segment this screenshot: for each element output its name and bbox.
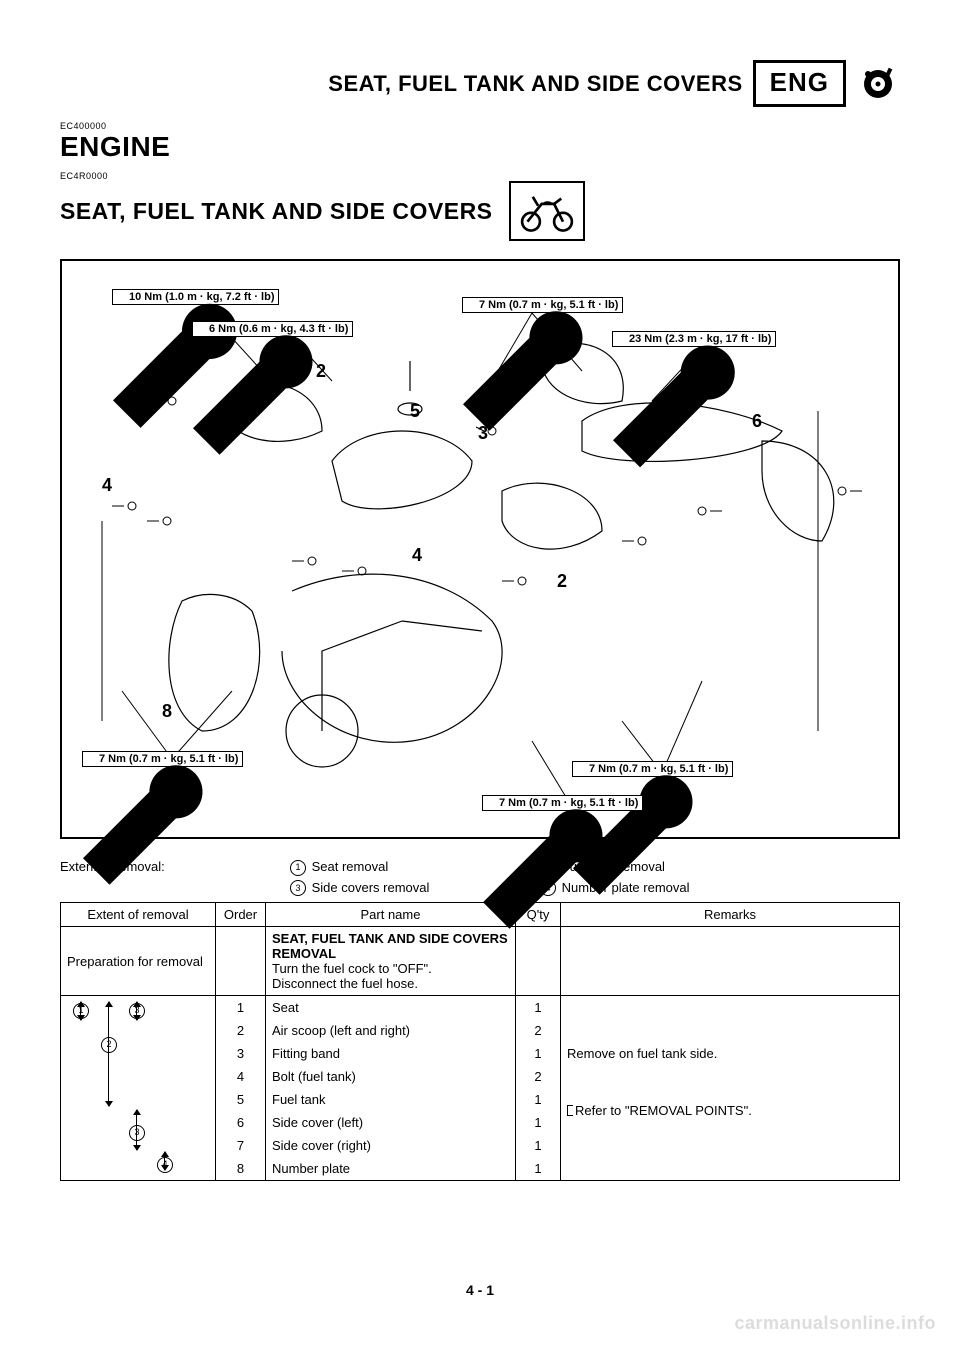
th-part: Part name — [266, 903, 516, 927]
callout: 3 — [478, 423, 488, 444]
eng-box: ENG — [753, 60, 846, 107]
title-section: SEAT, FUEL TANK AND SIDE COVERS — [60, 198, 493, 225]
callout: 6 — [752, 411, 762, 432]
cell-qty: 2 — [516, 1019, 561, 1042]
page: SEAT, FUEL TANK AND SIDE COVERS ENG EC40… — [0, 0, 960, 1358]
torque-label: 7 Nm (0.7 m · kg, 5.1 ft · lb) — [462, 297, 623, 313]
cell-qty: 1 — [516, 1134, 561, 1157]
callout: 2 — [557, 571, 567, 592]
cell-order: 8 — [216, 1157, 266, 1181]
subtitle-row: SEAT, FUEL TANK AND SIDE COVERS — [60, 181, 900, 241]
exploded-diagram: 10 Nm (1.0 m · kg, 7.2 ft · lb) 6 Nm (0.… — [60, 259, 900, 839]
code-section: EC4R0000 — [60, 171, 900, 181]
cell-part: Side cover (right) — [266, 1134, 516, 1157]
extent-arrow — [164, 1152, 165, 1170]
prep-title: SEAT, FUEL TANK AND SIDE COVERS REMOVAL — [272, 931, 508, 961]
callout: 4 — [102, 475, 112, 496]
motorcycle-icon — [509, 181, 585, 241]
torque-label: 23 Nm (2.3 m · kg, 17 ft · lb) — [612, 331, 776, 347]
cell-qty: 2 — [516, 1065, 561, 1088]
torque-label: 7 Nm (0.7 m · kg, 5.1 ft · lb) — [482, 795, 643, 811]
cell-order: 7 — [216, 1134, 266, 1157]
wrench-icon — [615, 333, 627, 345]
cell-qty: 1 — [516, 1042, 561, 1065]
extent-cell: 1 3 2 3 4 — [61, 996, 216, 1181]
cell-order: 2 — [216, 1019, 266, 1042]
torque-label: 7 Nm (0.7 m · kg, 5.1 ft · lb) — [572, 761, 733, 777]
cell-part: Air scoop (left and right) — [266, 1019, 516, 1042]
wrench-icon — [485, 797, 497, 809]
remark-text: Remove on fuel tank side. — [567, 1046, 893, 1061]
prep-label: Preparation for removal — [61, 927, 216, 996]
callout: 7 — [524, 351, 534, 372]
table-prep-row: Preparation for removal SEAT, FUEL TANK … — [61, 927, 900, 996]
table-body-row: 1 3 2 3 4 1 Seat 1 Remove on fuel tank — [61, 996, 900, 1020]
remarks-cell: Remove on fuel tank side. Refer to "REMO… — [561, 996, 900, 1181]
cell-order: 6 — [216, 1111, 266, 1134]
circled-number-icon: 1 — [290, 860, 306, 876]
wrench-icon — [115, 291, 127, 303]
callout: 1 — [662, 391, 672, 412]
wrench-icon — [195, 323, 207, 335]
page-number: 4 - 1 — [0, 1282, 960, 1298]
extent-text: Seat removal — [312, 859, 389, 874]
extent-arrow — [80, 1002, 81, 1020]
circled-number-icon: 3 — [129, 1125, 145, 1141]
watermark: carmanualsonline.info — [734, 1313, 936, 1334]
code-engine: EC400000 — [60, 121, 900, 131]
circled-number-icon: 2 — [101, 1037, 117, 1053]
extent-text: Side covers removal — [312, 880, 430, 895]
cell-qty: 1 — [516, 1088, 561, 1111]
callout: 5 — [410, 401, 420, 422]
cell-order: 3 — [216, 1042, 266, 1065]
removal-table: Extent of removal Order Part name Q'ty R… — [60, 902, 900, 1181]
cell-part: Side cover (left) — [266, 1111, 516, 1134]
cell-qty: 1 — [516, 996, 561, 1020]
cell-part: Number plate — [266, 1157, 516, 1181]
remark-text: Refer to "REMOVAL POINTS". — [575, 1103, 752, 1118]
extent-arrow — [108, 1002, 109, 1106]
cell-part: Seat — [266, 996, 516, 1020]
wrench-icon — [575, 763, 587, 775]
torque-label: 7 Nm (0.7 m · kg, 5.1 ft · lb) — [82, 751, 243, 767]
cell-order: 1 — [216, 996, 266, 1020]
cell-qty: 1 — [516, 1111, 561, 1134]
cell-order: 5 — [216, 1088, 266, 1111]
header-section-title: SEAT, FUEL TANK AND SIDE COVERS — [328, 71, 742, 97]
cell-qty: 1 — [516, 1157, 561, 1181]
title-engine: ENGINE — [60, 131, 900, 163]
prep-part: SEAT, FUEL TANK AND SIDE COVERS REMOVAL … — [266, 927, 516, 996]
engine-icon — [856, 62, 900, 106]
extent-arrow — [136, 1110, 137, 1150]
circled-number-icon: 3 — [290, 880, 306, 896]
wrench-icon — [85, 753, 97, 765]
header-row: SEAT, FUEL TANK AND SIDE COVERS ENG — [60, 60, 900, 107]
callout: 8 — [162, 701, 172, 722]
prep-line: Turn the fuel cock to "OFF". — [272, 961, 432, 976]
callout: 4 — [412, 545, 422, 566]
wrench-icon — [465, 299, 477, 311]
cell-part: Fuel tank — [266, 1088, 516, 1111]
cell-part: Fitting band — [266, 1042, 516, 1065]
extent-arrow — [136, 1002, 137, 1020]
cell-part: Bolt (fuel tank) — [266, 1065, 516, 1088]
remarks-bracket: Refer to "REMOVAL POINTS". — [567, 1103, 893, 1118]
torque-label: 6 Nm (0.6 m · kg, 4.3 ft · lb) — [192, 321, 353, 337]
callout: 2 — [316, 361, 326, 382]
torque-label: 10 Nm (1.0 m · kg, 7.2 ft · lb) — [112, 289, 279, 305]
prep-line: Disconnect the fuel hose. — [272, 976, 418, 991]
cell-order: 4 — [216, 1065, 266, 1088]
